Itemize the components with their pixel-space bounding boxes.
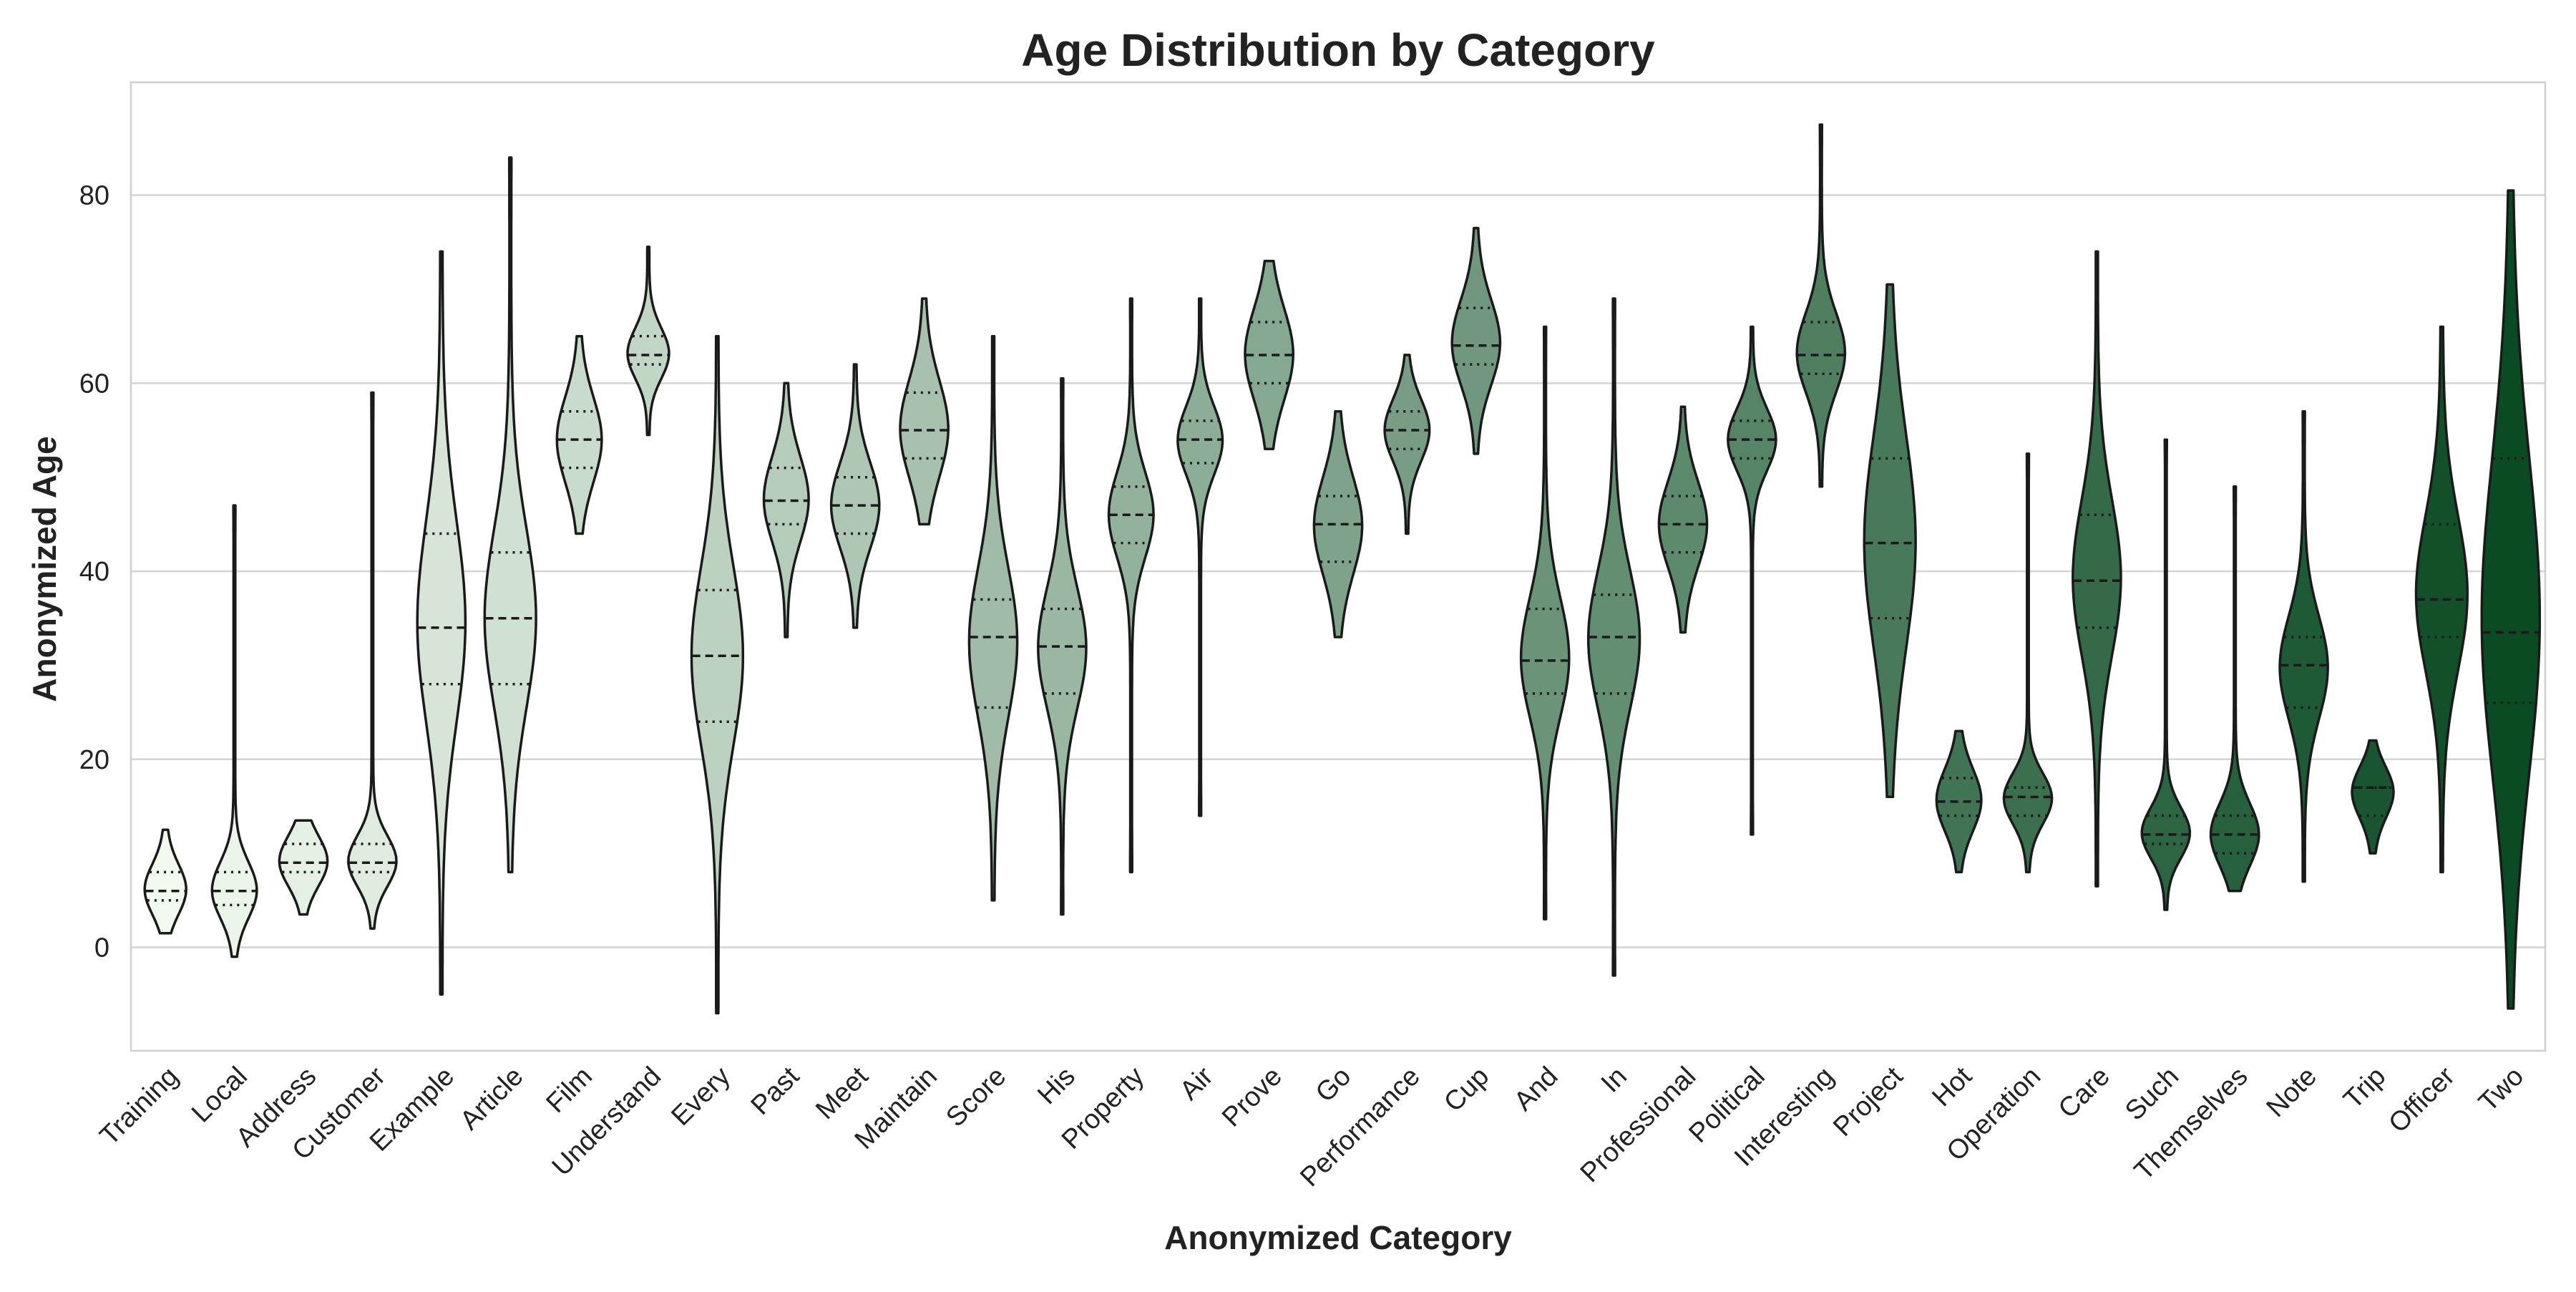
violin-body	[690, 334, 745, 1015]
violin-score	[967, 334, 1019, 902]
violin-performance	[1383, 354, 1431, 535]
violin-body	[1795, 123, 1847, 488]
violin-body	[1312, 410, 1364, 638]
violin-hot	[1935, 729, 1983, 874]
violin-body	[1037, 377, 1088, 916]
violin-body	[2278, 410, 2329, 883]
violin-past	[762, 382, 810, 638]
violin-political	[1727, 325, 1777, 836]
violin-body	[899, 297, 950, 526]
violin-every	[690, 334, 745, 1015]
violin-body	[1519, 325, 1571, 921]
violin-prove	[1244, 259, 1294, 451]
violin-body	[2209, 485, 2260, 893]
violin-body	[1383, 354, 1431, 535]
violin-understand	[626, 246, 670, 437]
violin-body	[416, 250, 467, 996]
y-tick-label: 20	[79, 745, 109, 775]
chart-title: Age Distribution by Category	[1021, 24, 1655, 76]
y-tick-label: 0	[94, 933, 109, 963]
violin-interesting	[1795, 123, 1847, 488]
violin-body	[555, 334, 603, 535]
y-axis-label: Anonymized Age	[26, 436, 63, 701]
violin-body	[626, 246, 670, 437]
violin-officer	[2414, 325, 2469, 874]
violin-body	[2140, 438, 2192, 911]
violin-body	[967, 334, 1019, 902]
violin-body	[2351, 739, 2395, 855]
violin-body	[1727, 325, 1777, 836]
violin-trip	[2351, 739, 2395, 855]
violin-body	[1176, 297, 1224, 817]
violin-body	[2480, 189, 2542, 1010]
violin-body	[1863, 283, 1917, 799]
violin-project	[1863, 283, 1917, 799]
violin-professional	[1657, 405, 1709, 634]
violin-operation	[2002, 452, 2054, 874]
violin-body	[1935, 729, 1983, 874]
y-tick-label: 40	[79, 557, 109, 587]
violin-body	[1107, 297, 1155, 874]
violin-body	[1244, 259, 1294, 451]
violin-property	[1107, 297, 1155, 874]
violin-training	[143, 828, 187, 935]
violin-body	[2002, 452, 2054, 874]
violin-go	[1312, 410, 1364, 638]
violin-body	[347, 391, 398, 930]
violin-article	[483, 156, 537, 874]
violin-body	[829, 363, 881, 629]
y-tick-label: 80	[79, 181, 109, 211]
violin-such	[2140, 438, 2192, 911]
violin-in	[1586, 297, 1641, 977]
y-tick-label: 60	[79, 369, 109, 399]
plot-frame	[130, 81, 2547, 1052]
violin-body	[1450, 226, 1502, 455]
violin-two	[2480, 189, 2542, 1010]
violin-customer	[347, 391, 398, 930]
y-tick-labels: 0 20 40 60 80	[79, 181, 109, 963]
violin-body	[2414, 325, 2469, 874]
violin-body	[1657, 405, 1709, 634]
violin-care	[2072, 250, 2122, 888]
violin-body	[483, 156, 537, 874]
violin-themselves	[2209, 485, 2260, 893]
violin-cup	[1450, 226, 1502, 455]
violin-and	[1519, 325, 1571, 921]
violin-his	[1037, 377, 1088, 916]
violin-address	[278, 819, 329, 916]
x-axis-label: Anonymized Category	[1164, 1219, 1512, 1256]
violin-meet	[829, 363, 881, 629]
violin-body	[762, 382, 810, 638]
violin-film	[555, 334, 603, 535]
violin-example	[416, 250, 467, 996]
violin-maintain	[899, 297, 950, 526]
violin-layer	[143, 123, 2542, 1015]
violin-note	[2278, 410, 2329, 883]
violin-body	[1586, 297, 1641, 977]
violin-air	[1176, 297, 1224, 817]
violin-body	[210, 504, 258, 958]
violin-body	[143, 828, 187, 935]
violin-local	[210, 504, 258, 958]
violin-body	[2072, 250, 2122, 888]
